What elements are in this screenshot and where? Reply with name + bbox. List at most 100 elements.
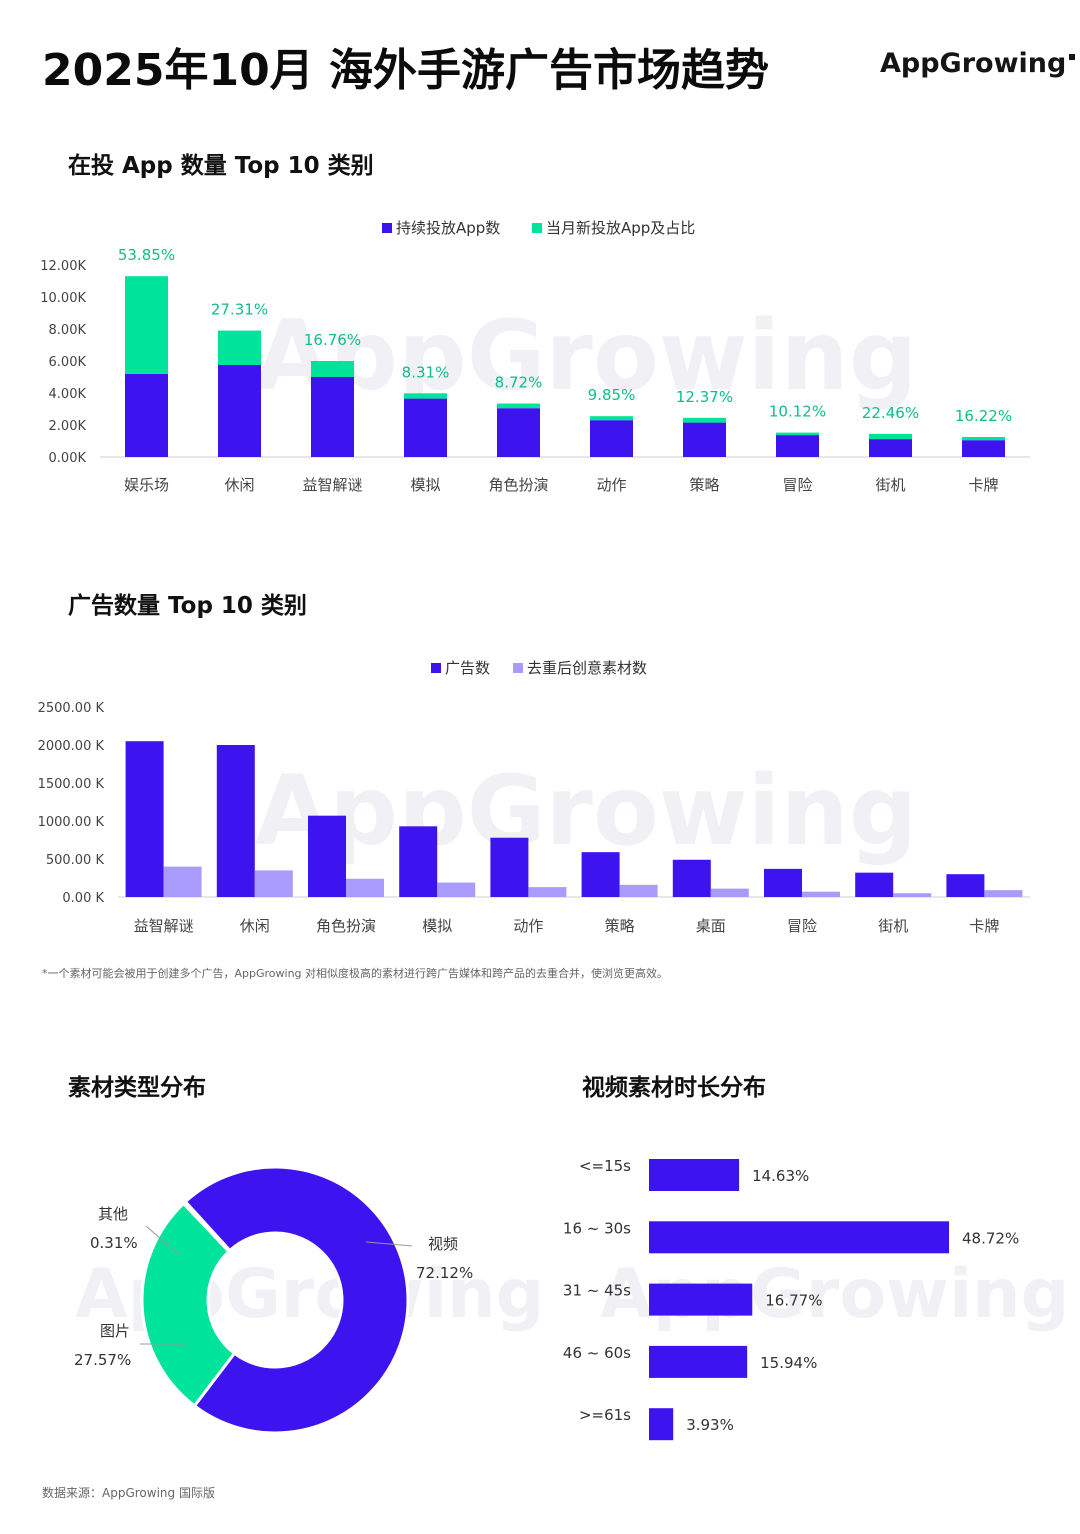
bar-segment xyxy=(311,361,354,377)
data-label: 22.46% xyxy=(862,404,919,422)
x-tick-label: 街机 xyxy=(875,476,905,494)
bar xyxy=(308,815,346,897)
x-tick-label: 模拟 xyxy=(422,917,452,935)
y-tick-label: 8.00K xyxy=(49,323,87,338)
bar xyxy=(399,826,438,897)
data-label: 27.31% xyxy=(211,301,268,319)
x-tick-label: 休闲 xyxy=(224,476,254,494)
y-tick-label: 10.00K xyxy=(40,291,86,306)
bar-segment xyxy=(218,365,261,457)
x-tick-label: 策略 xyxy=(605,917,635,935)
data-label: 14.63% xyxy=(752,1167,809,1185)
bar-segment xyxy=(683,417,726,423)
bar-segment xyxy=(869,439,912,457)
watermark: AppGrowing xyxy=(255,755,918,867)
bar-segment xyxy=(590,420,633,457)
x-tick-label: 卡牌 xyxy=(968,476,998,494)
bar xyxy=(125,741,164,897)
x-tick-label: 策略 xyxy=(689,476,719,494)
bar xyxy=(649,1283,753,1316)
watermark: AppGrowing xyxy=(255,300,918,412)
y-tick-label: 12.00K xyxy=(40,259,86,274)
leader-line xyxy=(145,1225,179,1255)
bar xyxy=(528,887,567,897)
page-title: 2025年10月 海外手游广告市场趋势 xyxy=(42,45,770,96)
bar xyxy=(346,878,384,897)
data-label: 8.72% xyxy=(495,374,543,392)
data-label: 3.93% xyxy=(686,1416,734,1434)
leader-line xyxy=(365,1241,413,1247)
bar xyxy=(619,884,658,897)
y-tick-label: 2.00K xyxy=(49,419,87,434)
y-tick-label: 0.00K xyxy=(49,451,87,466)
brand-logo: AppGrowing xyxy=(880,48,1076,79)
legend-label: 持续投放App数 xyxy=(396,219,500,237)
slice-label: 图片 xyxy=(100,1322,130,1340)
bar-segment xyxy=(497,403,540,409)
data-label: 16.22% xyxy=(955,407,1012,425)
y-tick-label: 6.00K xyxy=(49,355,87,370)
chart-apps: 持续投放App数 当月新投放App及占比 0.00K 2.00K 4.00K 6.00K 8… xyxy=(40,219,1030,494)
x-tick-label: 冒险 xyxy=(782,476,812,494)
pie-slice xyxy=(183,1165,410,1435)
y-tick-label: >=61s xyxy=(579,1406,631,1424)
bar-segment xyxy=(497,408,540,457)
x-tick-label: 桌面 xyxy=(696,917,726,935)
legend-label: 广告数 xyxy=(445,659,490,677)
logo-text: AppGrowing xyxy=(880,48,1067,79)
bar-segment xyxy=(218,330,261,365)
data-label: 10.12% xyxy=(769,403,826,421)
x-tick-label: 休闲 xyxy=(240,917,270,935)
y-tick-label: 4.00K xyxy=(49,387,87,402)
x-tick-label: 动作 xyxy=(513,917,543,935)
section-title-video-duration: 视频素材时长分布 xyxy=(582,1075,766,1101)
bar xyxy=(254,870,293,897)
y-tick-label: 0.00 K xyxy=(62,891,104,906)
pie-slice xyxy=(181,1199,232,1254)
x-tick-label: 街机 xyxy=(878,917,908,935)
x-tick-label: 娱乐场 xyxy=(124,476,169,494)
bar-segment xyxy=(869,433,912,440)
legend-swatch xyxy=(532,223,542,233)
bar xyxy=(581,852,620,897)
section-title-ads: 广告数量 Top 10 类别 xyxy=(68,593,307,619)
bar xyxy=(649,1159,740,1191)
footnote: *一个素材可能会被用于创建多个广告，AppGrowing 对相似度极高的素材进行… xyxy=(42,967,669,980)
bar-segment xyxy=(311,377,354,457)
bar xyxy=(855,872,894,897)
data-label: 48.72% xyxy=(962,1229,1019,1247)
bar-segment xyxy=(962,440,1005,457)
x-tick-label: 角色扮演 xyxy=(316,917,376,935)
legend-label: 去重后创意素材数 xyxy=(527,659,647,677)
data-label: 8.31% xyxy=(402,363,450,381)
chart-material-type: 视频 72.12% 图片 27.57% 其他 0.31% xyxy=(74,1165,473,1435)
chart-video-duration: <=15s 14.63% 16 ~ 30s 48.72% 31 ~ 45s 16.77% 4… xyxy=(563,1157,1019,1441)
y-tick-label: 31 ~ 45s xyxy=(563,1282,631,1300)
data-source: 数据来源：AppGrowing 国际版 xyxy=(42,1486,215,1500)
y-tick-label: 46 ~ 60s xyxy=(563,1344,631,1362)
x-tick-label: 模拟 xyxy=(410,476,440,494)
x-tick-label: 冒险 xyxy=(787,917,817,935)
bar-segment xyxy=(125,276,168,374)
y-tick-label: 16 ~ 30s xyxy=(563,1219,631,1237)
y-tick-label: 2000.00 K xyxy=(38,739,105,754)
x-tick-label: 益智解谜 xyxy=(302,476,362,494)
y-tick-label: 500.00 K xyxy=(46,853,105,868)
bar-segment xyxy=(683,422,726,457)
slice-label: 其他 xyxy=(98,1205,128,1223)
y-tick-label: 1500.00 K xyxy=(38,777,105,792)
slice-label: 视频 xyxy=(428,1235,458,1253)
bar xyxy=(710,888,749,897)
bar-segment xyxy=(590,416,633,421)
x-tick-label: 益智解谜 xyxy=(134,917,194,935)
y-tick-label: <=15s xyxy=(579,1157,631,1175)
legend-swatch xyxy=(513,663,523,673)
bar xyxy=(490,837,529,897)
chart-ads: 广告数 去重后创意素材数 0.00 K 500.00 K 1000.00 K 1500.0… xyxy=(38,659,1030,935)
x-tick-label: 角色扮演 xyxy=(488,476,548,494)
bar xyxy=(802,891,840,897)
bar xyxy=(649,1408,674,1441)
bar xyxy=(672,859,711,897)
bar-segment xyxy=(776,435,819,457)
section-title-material-type: 素材类型分布 xyxy=(68,1075,206,1101)
